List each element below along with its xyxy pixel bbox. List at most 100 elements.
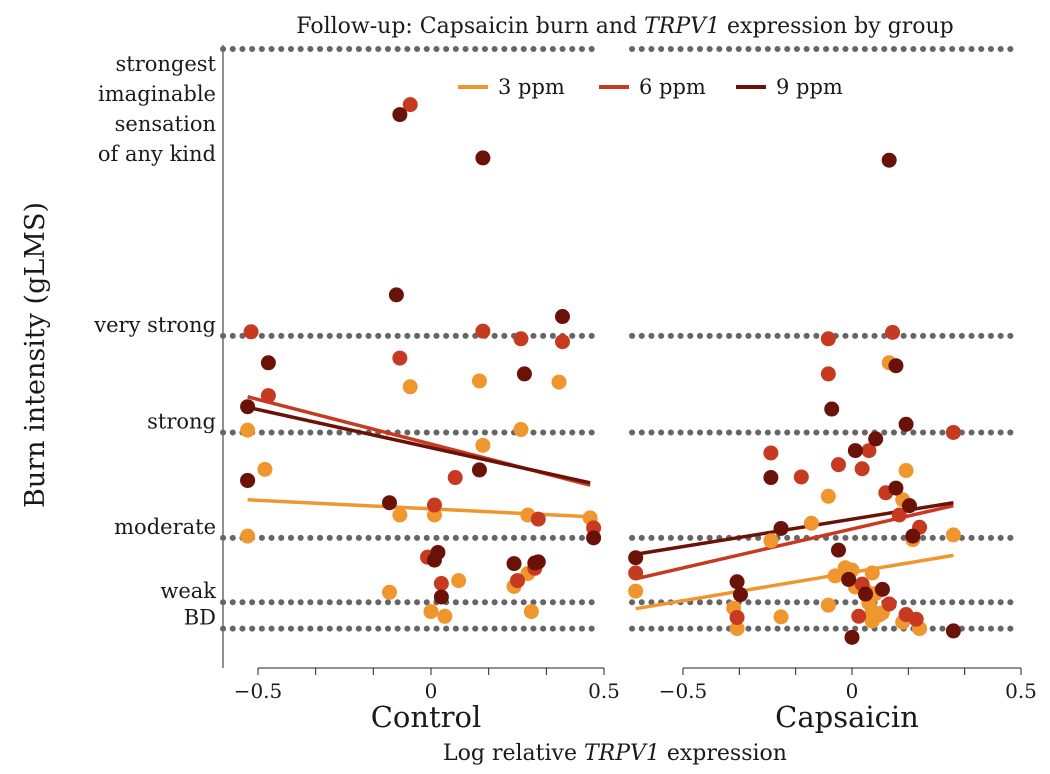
point-0-19 — [243, 324, 259, 340]
point-0-3 — [402, 379, 418, 395]
point-1-65 — [874, 581, 890, 597]
point-1-33 — [854, 461, 870, 477]
legend-label-1: 6 ppm — [639, 75, 706, 99]
point-1-25 — [945, 527, 961, 543]
point-1-58 — [888, 480, 904, 496]
point-0-38 — [392, 107, 408, 123]
point-0-18 — [523, 604, 539, 620]
point-0-43 — [471, 462, 487, 478]
x-axis-label: Log relative TRPV1 expression — [443, 741, 787, 766]
point-0-14 — [451, 573, 467, 589]
reference-labels: strongest imaginable sensation of any kind v… — [93, 52, 216, 630]
reference-label-1-line-0: very strong — [93, 313, 216, 337]
chart-title: Follow-up: Capsaicin burn and TRPV1 expr… — [296, 14, 953, 39]
point-0-23 — [475, 323, 491, 339]
x-tick-label-0-1: 0 — [425, 679, 438, 703]
point-0-22 — [402, 97, 418, 113]
point-0-26 — [447, 470, 463, 486]
x-axis-label-prefix: Log relative — [443, 741, 584, 766]
point-1-47 — [729, 574, 745, 590]
point-1-61 — [841, 571, 857, 587]
point-1-60 — [905, 528, 921, 544]
point-1-38 — [945, 424, 961, 440]
reference-label-5-line-0: BD — [184, 606, 216, 630]
chart-title-suffix: expression by group — [720, 14, 954, 39]
point-1-5 — [803, 515, 819, 531]
point-0-44 — [381, 495, 397, 511]
legend-label-2: 9 ppm — [776, 75, 843, 99]
point-0-35 — [260, 355, 276, 371]
point-1-0 — [628, 583, 644, 599]
point-0-4 — [471, 373, 487, 389]
point-1-31 — [820, 366, 836, 382]
reference-label-0-line-0: strongest — [115, 52, 216, 76]
point-0-6 — [513, 422, 529, 438]
point-0-50 — [586, 530, 602, 546]
x-axis-label-suffix: expression — [660, 741, 787, 766]
point-1-53 — [847, 443, 863, 459]
reference-label-4-line-0: weak — [160, 579, 216, 603]
point-0-25 — [554, 334, 570, 350]
point-1-63 — [844, 629, 860, 645]
panel-capsaicin: −0.5 0 0.5 Capsaicin — [628, 152, 1037, 734]
point-1-29 — [793, 469, 809, 485]
point-1-44 — [908, 611, 924, 627]
point-1-41 — [851, 608, 867, 624]
chart-title-gene: TRPV1 — [644, 14, 720, 39]
point-1-3 — [773, 609, 789, 625]
x-tick-label-1-1: 0 — [846, 679, 859, 703]
point-0-51 — [530, 554, 546, 570]
point-0-15 — [381, 584, 397, 600]
fit-line-1-0 — [635, 553, 954, 611]
point-1-54 — [868, 431, 884, 447]
reference-label-3-line-0: moderate — [114, 515, 216, 539]
reference-label-0-line-2: sensation — [115, 112, 216, 136]
point-1-34 — [861, 443, 877, 459]
point-1-4 — [763, 533, 779, 549]
point-1-56 — [888, 358, 904, 374]
point-0-28 — [530, 511, 546, 527]
point-0-41 — [554, 309, 570, 325]
legend: 3 ppm 6 ppm 9 ppm — [458, 75, 843, 99]
x-tick-label-0-0: −0.5 — [234, 679, 283, 703]
point-1-6 — [820, 488, 836, 504]
point-0-1 — [257, 461, 273, 477]
point-1-64 — [945, 623, 961, 639]
reference-label-2-line-0: strong — [147, 409, 216, 433]
point-1-13 — [864, 565, 880, 581]
y-axis-label: Burn intensity (gLMS) — [20, 202, 51, 508]
point-1-2 — [729, 621, 745, 637]
panel-control: −0.5 0 0.5 Control — [234, 97, 620, 734]
point-0-17 — [437, 608, 453, 624]
point-0-49 — [433, 589, 449, 605]
point-0-39 — [475, 150, 491, 166]
point-0-46 — [426, 552, 442, 568]
point-0-36 — [240, 399, 256, 415]
panel-label-1: Capsaicin — [775, 700, 919, 734]
point-1-30 — [820, 331, 836, 347]
point-1-46 — [628, 550, 644, 566]
point-1-62 — [858, 586, 874, 602]
point-1-59 — [901, 498, 917, 514]
point-0-20 — [260, 388, 276, 404]
point-0-40 — [388, 287, 404, 303]
x-tick-label-0-2: 0.5 — [588, 679, 620, 703]
point-1-37 — [891, 507, 907, 523]
reference-label-0-line-3: of any kind — [98, 142, 216, 166]
point-1-55 — [881, 152, 897, 168]
reference-lines — [220, 46, 1021, 632]
reference-label-0-line-1: imaginable — [98, 82, 216, 106]
point-0-24 — [513, 331, 529, 347]
point-0-7 — [475, 437, 491, 453]
x-tick-label-1-0: −0.5 — [659, 679, 708, 703]
point-0-0 — [240, 422, 256, 438]
panel-label-0: Control — [371, 700, 482, 734]
point-0-16 — [423, 604, 439, 620]
point-1-32 — [830, 457, 846, 473]
fit-line-0-2 — [247, 405, 591, 485]
panels: −0.5 0 0.5 Control −0.5 0 0.5 Capsaicin — [234, 97, 1037, 734]
point-1-52 — [830, 542, 846, 558]
point-0-5 — [551, 374, 567, 390]
point-0-27 — [426, 497, 442, 513]
